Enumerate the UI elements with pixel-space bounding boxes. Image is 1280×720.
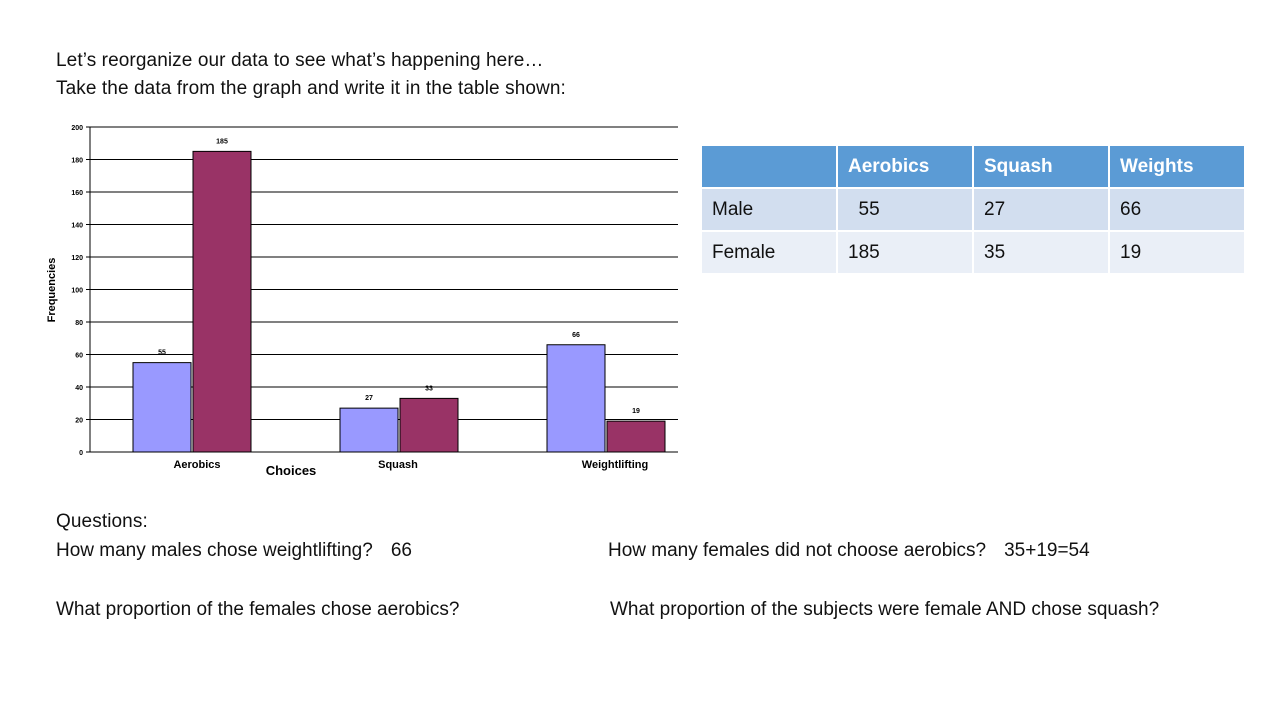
questions-heading: Questions: [56,511,148,532]
data-label: 66 [572,332,580,339]
data-label: 27 [365,395,373,402]
y-tick-label: 100 [71,288,83,295]
chart-axes: 0 20 40 60 80 100 120 140 160 180 200 Aerobics Squas… [71,125,648,471]
data-label: 19 [632,408,640,415]
table-cell: 55 [838,189,972,230]
data-label: 55 [158,350,166,357]
table-cell: 19 [1110,232,1244,273]
x-axis-label: Choices [266,463,317,478]
data-label: 33 [425,385,433,392]
x-tick-label: Squash [378,459,418,471]
table-header-cell [702,146,836,187]
table-header-cell: Squash [974,146,1108,187]
question-1-answer: 66 [390,540,412,561]
table-header-cell: Weights [1110,146,1244,187]
y-tick-label: 120 [71,255,83,262]
table-row: Female 185 35 19 [702,232,1244,273]
y-axis-label: Frequencies [46,258,58,323]
table-header-row: Aerobics Squash Weights [702,146,1244,187]
table-cell: 27 [974,189,1108,230]
data-labels: 55 185 27 33 66 19 [158,138,640,415]
question-3: What proportion of the females chose aer… [56,599,459,621]
x-tick-label: Aerobics [173,459,220,471]
y-tick-label: 0 [79,450,83,457]
table-cell: Male [702,189,836,230]
question-1-text: How many males chose weightlifting? [56,540,373,561]
question-2-answer: 35+19=54 [1004,540,1090,561]
y-tick-label: 40 [75,385,83,392]
y-tick-label: 140 [71,223,83,230]
intro-line-2: Take the data from the graph and write i… [56,78,566,99]
bar [192,150,252,453]
question-2: How many females did not choose aerobics… [608,540,1090,562]
bar-marks [132,150,666,453]
y-tick-label: 160 [71,190,83,197]
y-tick-label: 200 [71,125,83,132]
question-3-text: What proportion of the females chose aer… [56,599,460,620]
y-tick-label: 180 [71,158,83,165]
y-tick-label: 80 [75,320,83,327]
y-tick-label: 60 [75,353,83,360]
y-tick-label: 20 [75,418,83,425]
bar [606,420,666,453]
data-table: Aerobics Squash Weights Male 55 27 66 Fe… [700,144,1246,275]
intro-line-1: Let’s reorganize our data to see what’s … [56,50,544,71]
question-1: How many males chose weightlifting? 66 [56,540,412,562]
question-2-text: How many females did not choose aerobics… [608,540,987,561]
bar-chart: 0 20 40 60 80 100 120 140 160 180 200 Aerobics Squas… [46,125,678,478]
table-cell: 35 [974,232,1108,273]
table-cell: Female [702,232,836,273]
x-tick-label: Weightlifting [582,459,648,471]
bar [339,407,399,453]
bar [399,397,459,453]
bar [546,344,606,453]
question-4: What proportion of the subjects were fem… [610,599,1159,621]
table-row: Male 55 27 66 [702,189,1244,230]
question-4-text: What proportion of the subjects were fem… [610,599,1160,620]
table-cell: 66 [1110,189,1244,230]
table-cell: 185 [838,232,972,273]
data-label: 185 [216,138,228,145]
bar [132,362,192,453]
table-header-cell: Aerobics [838,146,972,187]
